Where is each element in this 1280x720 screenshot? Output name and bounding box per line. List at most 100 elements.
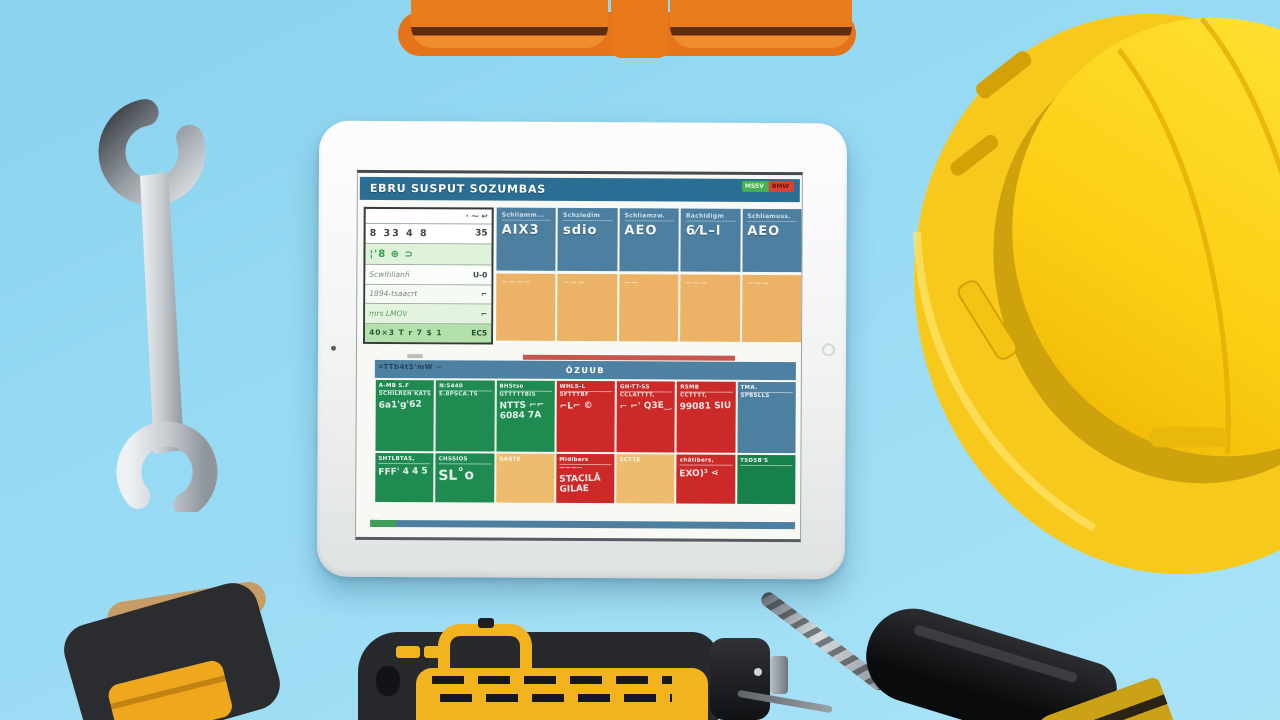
stat-note: ——— [562,277,586,287]
tile-value: FFF' 4 4 5 [378,466,428,478]
drill-handle [438,624,532,670]
stat-note: ——— [746,278,770,287]
tile-sublabel: CCTTTT, [680,392,708,399]
tile-value [499,466,551,468]
row-value: EC5 [471,328,488,338]
stat-column[interactable]: Schliamm... AIX3 ———— [496,207,557,341]
table-row[interactable]: ¦'8 ⊕ ⊃ [365,243,492,266]
status-tile[interactable]: A-MB S.F SCHILREN KATSCHM 6a1'g'62 [375,379,435,452]
status-tile[interactable]: Midibers ———— STACILÅ GILAE [556,453,615,504]
board-bar-left-text: ⌗TTb4tS'mW ~ [378,362,443,372]
ear-muff-cup-left [411,0,608,48]
drill-knob [478,618,494,628]
tile-value: STACILÅ GILAE [558,473,601,496]
summary-table: · ⁓ ↩ 8 33 4 8 35 ¦'8 ⊕ ⊃ Scwlhlianfi U-… [363,206,494,345]
tile-sublabel: ———— [559,464,583,472]
table-row[interactable]: 1894-tsaacrt ⌐ [365,284,492,305]
tile-value [620,467,672,469]
status-badge-red[interactable]: BMW [768,180,794,193]
status-tile[interactable]: GASTE [495,453,555,503]
tile-value [740,401,792,403]
tile-value [439,400,491,402]
drill-vents [432,672,672,706]
stat-column[interactable]: Schliamzw. AEO —— [618,208,679,342]
stat-note: ——— [685,278,709,287]
tile-sublabel: GTTTTTBIS [499,391,536,398]
table-row[interactable]: Scwlhlianfi U-0 [365,265,492,286]
tile-value: SL˚o [438,467,475,485]
tile-value: ⌐ ⌐' Q3E‿ [619,400,672,413]
stat-label: Schliamzw. [624,212,674,222]
status-tile[interactable]: TMA. SPBSLLS [737,381,796,454]
tile-value: NTTS ⌐⌐ 6084 7A [498,400,544,422]
stat-subcard: ———— [496,273,556,341]
app-title: EBRU SUSPUT SOZUMBAS [369,181,547,196]
drill-chuck-collar [770,656,788,694]
tablet-home-button[interactable] [821,343,836,357]
footer-progress-bar [370,519,796,530]
table-row[interactable]: 40×3 T r 7 $ 1 EC5 [365,323,492,343]
status-tile[interactable]: WHLS-L SFTTTBF ⌐L⌐ © [556,380,615,453]
row-label: 8 33 4 8 [369,227,429,239]
status-tile[interactable]: châtibers, EXO)³ ⋖ [676,454,736,504]
row-label: Scwlhlianfi [369,269,410,280]
status-tile[interactable]: BHStso GTTTTTBIS NTTS ⌐⌐ 6084 7A [496,380,555,452]
stat-column[interactable]: Schzledim sdio ——— [557,207,618,342]
row-value: ⌐ [480,289,488,299]
status-tile[interactable]: GH-TT-SS CCLATTTT, ⌐ ⌐' Q3E‿ [616,381,676,453]
tile-label: RSMB [680,384,733,393]
stat-subcard: ——— [680,274,741,342]
stat-value: sdio [562,222,598,239]
tablet-camera [330,345,337,351]
tile-label: SCTTE [619,457,641,464]
stat-subcard: —— [618,274,679,342]
stat-label: Schliamuss. [747,212,797,223]
tile-value: EXO)³ ⋖ [679,468,720,480]
status-tile[interactable]: TSDSB'S [736,454,796,505]
table-row[interactable]: 8 33 4 8 35 [365,223,492,245]
ear-muff-cup-right [670,0,852,48]
tile-sublabel: SPBSLLS [740,392,770,399]
tile-label: BHStso [499,383,552,392]
footer-progress-fill [370,519,397,528]
status-tile[interactable]: SCTTE [616,454,675,504]
board-title: ÖZUUB [565,365,606,375]
row-value: · ⁓ ↩ [465,211,488,221]
stat-label: Bachidigm [685,212,736,222]
tile-label: TSDSB'S [740,457,793,467]
row-label: 1894-tsaacrt [369,289,418,299]
tile-value: ⌐L⌐ © [559,400,593,412]
tile-value: 99081 SIU [679,400,732,413]
app-header-bar: EBRU SUSPUT SOZUMBAS [359,176,800,203]
table-row[interactable]: · ⁓ ↩ [365,208,492,225]
decorative-dash [406,354,423,359]
table-row[interactable]: mrs LMOV ⌐ [365,304,492,325]
stat-note: ———— [501,277,532,286]
drill-chuck [710,638,770,720]
row-value: ⌐ [480,309,488,319]
stat-value: AIX3 [501,222,540,238]
tile-label: SHTLBTAS, [378,455,431,465]
status-tile[interactable]: N:5440 E.8PSCA.TS [435,380,495,452]
tile-label: GH-TT-SS [619,384,673,393]
tile-value [740,468,792,470]
tile-sublabel: E.8PSCA.TS [439,391,478,398]
tile-label: TMA. [740,384,793,394]
stat-columns: Schliamm... AIX3 ———— Schzledim sdio ——— [496,207,802,343]
stat-column[interactable]: Schliamuss. AEO ——— [741,208,802,343]
drill-detail-chip [396,646,420,658]
chuck-highlight [912,624,1079,684]
tile-sublabel: SCHILREN KATSCHM [378,390,432,398]
tile-label: GASTE [498,456,521,463]
status-badge-green[interactable]: MSSV [741,180,769,192]
stat-column[interactable]: Bachidigm 6⁄L–l ——— [680,208,741,342]
header-badges: MSSV BMW [741,180,794,193]
tile-label: WHLS-L [559,383,612,393]
status-tile[interactable]: CHSSIOS SL˚o [435,453,495,503]
tile-label: Midibers [559,456,612,466]
status-tile[interactable]: SHTLBTAS, FFF' 4 4 5 [375,452,434,503]
tile-label: N:5440 [439,383,492,392]
stat-note: —— [624,278,640,287]
status-tile[interactable]: RSMB CCTTTT, 99081 SIU [676,381,736,453]
